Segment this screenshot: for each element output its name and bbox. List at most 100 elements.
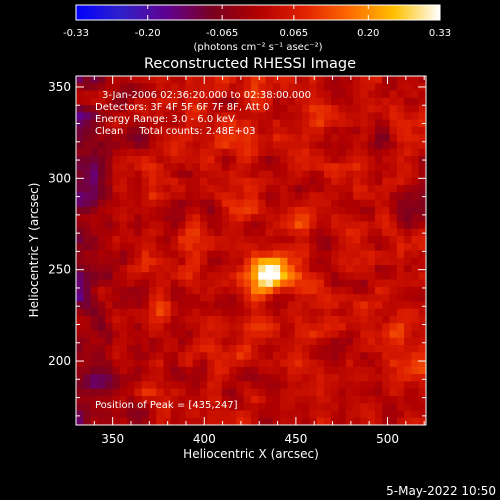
heatmap-cell: [207, 366, 216, 375]
heatmap-cell: [353, 265, 361, 273]
heatmap-cell: [418, 330, 426, 339]
heatmap-cell: [207, 126, 216, 135]
heatmap-cell: [141, 90, 150, 99]
heatmap-cell: [221, 112, 230, 121]
heatmap-cell: [97, 286, 106, 295]
heatmap-cell: [148, 126, 157, 135]
heatmap-cell: [127, 294, 135, 302]
heatmap-cell: [76, 359, 84, 368]
heatmap-cell: [236, 345, 245, 353]
heatmap-cell: [119, 403, 128, 412]
heatmap-cell: [199, 192, 208, 201]
heatmap-cell: [302, 141, 310, 150]
heatmap-cell: [127, 192, 135, 201]
heatmap-cell: [323, 352, 332, 361]
heatmap-cell: [185, 97, 194, 106]
heatmap-cell: [265, 366, 274, 375]
heatmap-cell: [97, 381, 106, 390]
heatmap-cell: [323, 366, 332, 375]
heatmap-cell: [251, 119, 259, 128]
heatmap-cell: [287, 206, 296, 215]
heatmap-cell: [251, 388, 259, 397]
heatmap-cell: [105, 206, 114, 215]
heatmap-cell: [236, 221, 245, 230]
heatmap-cell: [338, 155, 347, 164]
heatmap-cell: [163, 265, 172, 273]
heatmap-cell: [316, 388, 325, 397]
heatmap-cell: [127, 119, 135, 128]
heatmap-cell: [243, 345, 252, 353]
heatmap-cell: [112, 381, 121, 390]
heatmap-cell: [192, 345, 201, 353]
heatmap-cell: [127, 90, 135, 99]
heatmap-cell: [309, 228, 318, 237]
heatmap-cell: [382, 352, 391, 361]
heatmap-cell: [404, 83, 413, 92]
heatmap-cell: [382, 345, 391, 353]
heatmap-cell: [105, 76, 114, 84]
heatmap-cell: [353, 155, 361, 164]
heatmap-cell: [148, 206, 157, 215]
heatmap-cell: [127, 141, 135, 150]
heatmap-cell: [411, 395, 420, 404]
heatmap-cell: [207, 243, 216, 252]
heatmap-cell: [265, 323, 274, 332]
heatmap-cell: [404, 250, 413, 259]
heatmap-cell: [141, 374, 150, 382]
heatmap-cell: [127, 359, 135, 368]
heatmap-cell: [178, 155, 186, 164]
heatmap-cell: [163, 395, 172, 404]
heatmap-cell: [338, 395, 347, 404]
heatmap-cell: [309, 301, 318, 310]
heatmap-cell: [251, 83, 259, 92]
heatmap-cell: [338, 352, 347, 361]
heatmap-cell: [251, 279, 259, 288]
heatmap-cell: [214, 97, 223, 106]
heatmap-cell: [112, 83, 121, 92]
heatmap-cell: [207, 301, 216, 310]
heatmap-cell: [294, 112, 303, 121]
heatmap-cell: [251, 148, 259, 157]
heatmap-cell: [178, 214, 186, 223]
heatmap-cell: [251, 366, 259, 375]
heatmap-cell: [316, 417, 325, 425]
heatmap-cell: [360, 381, 369, 390]
heatmap-cell: [148, 286, 157, 295]
heatmap-cell: [294, 155, 303, 164]
heatmap-cell: [76, 272, 84, 281]
heatmap-cell: [127, 243, 135, 252]
heatmap-cell: [280, 221, 289, 230]
heatmap-cell: [382, 410, 391, 419]
heatmap-cell: [374, 134, 383, 143]
heatmap-cell: [389, 359, 398, 368]
heatmap-cell: [97, 352, 106, 361]
heatmap-cell: [323, 221, 332, 230]
heatmap-cell: [353, 294, 361, 302]
heatmap-cell: [345, 395, 354, 404]
heatmap-cell: [404, 221, 413, 230]
heatmap-cell: [272, 403, 281, 412]
heatmap-cell: [389, 170, 398, 179]
heatmap-cell: [214, 395, 223, 404]
heatmap-cell: [418, 141, 426, 150]
heatmap-cell: [396, 359, 405, 368]
heatmap-cell: [170, 97, 179, 106]
heatmap-cell: [258, 250, 267, 259]
heatmap-cell: [302, 192, 310, 201]
heatmap-cell: [272, 359, 281, 368]
heatmap-cell: [418, 90, 426, 99]
heatmap-cell: [345, 112, 354, 121]
heatmap-cell: [229, 235, 238, 244]
heatmap-cell: [236, 257, 245, 266]
heatmap-cell: [207, 141, 216, 150]
heatmap-cell: [265, 388, 274, 397]
heatmap-cell: [83, 214, 92, 223]
heatmap-cell: [243, 206, 252, 215]
heatmap-cell: [367, 301, 376, 310]
heatmap-cell: [367, 199, 376, 208]
heatmap-cell: [294, 272, 303, 281]
heatmap-cell: [316, 170, 325, 179]
heatmap-cell: [404, 388, 413, 397]
heatmap-cell: [338, 279, 347, 288]
heatmap-cell: [156, 243, 165, 252]
